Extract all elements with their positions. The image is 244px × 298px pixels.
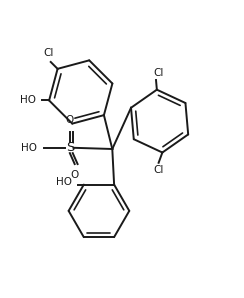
Text: Cl: Cl — [153, 68, 164, 77]
Text: HO: HO — [20, 95, 36, 105]
Text: O: O — [71, 170, 79, 180]
Text: Cl: Cl — [153, 165, 164, 175]
Text: HO: HO — [21, 143, 37, 153]
Text: S: S — [66, 141, 74, 154]
Text: Cl: Cl — [43, 48, 53, 58]
Text: O: O — [66, 115, 74, 125]
Text: HO: HO — [56, 177, 72, 187]
